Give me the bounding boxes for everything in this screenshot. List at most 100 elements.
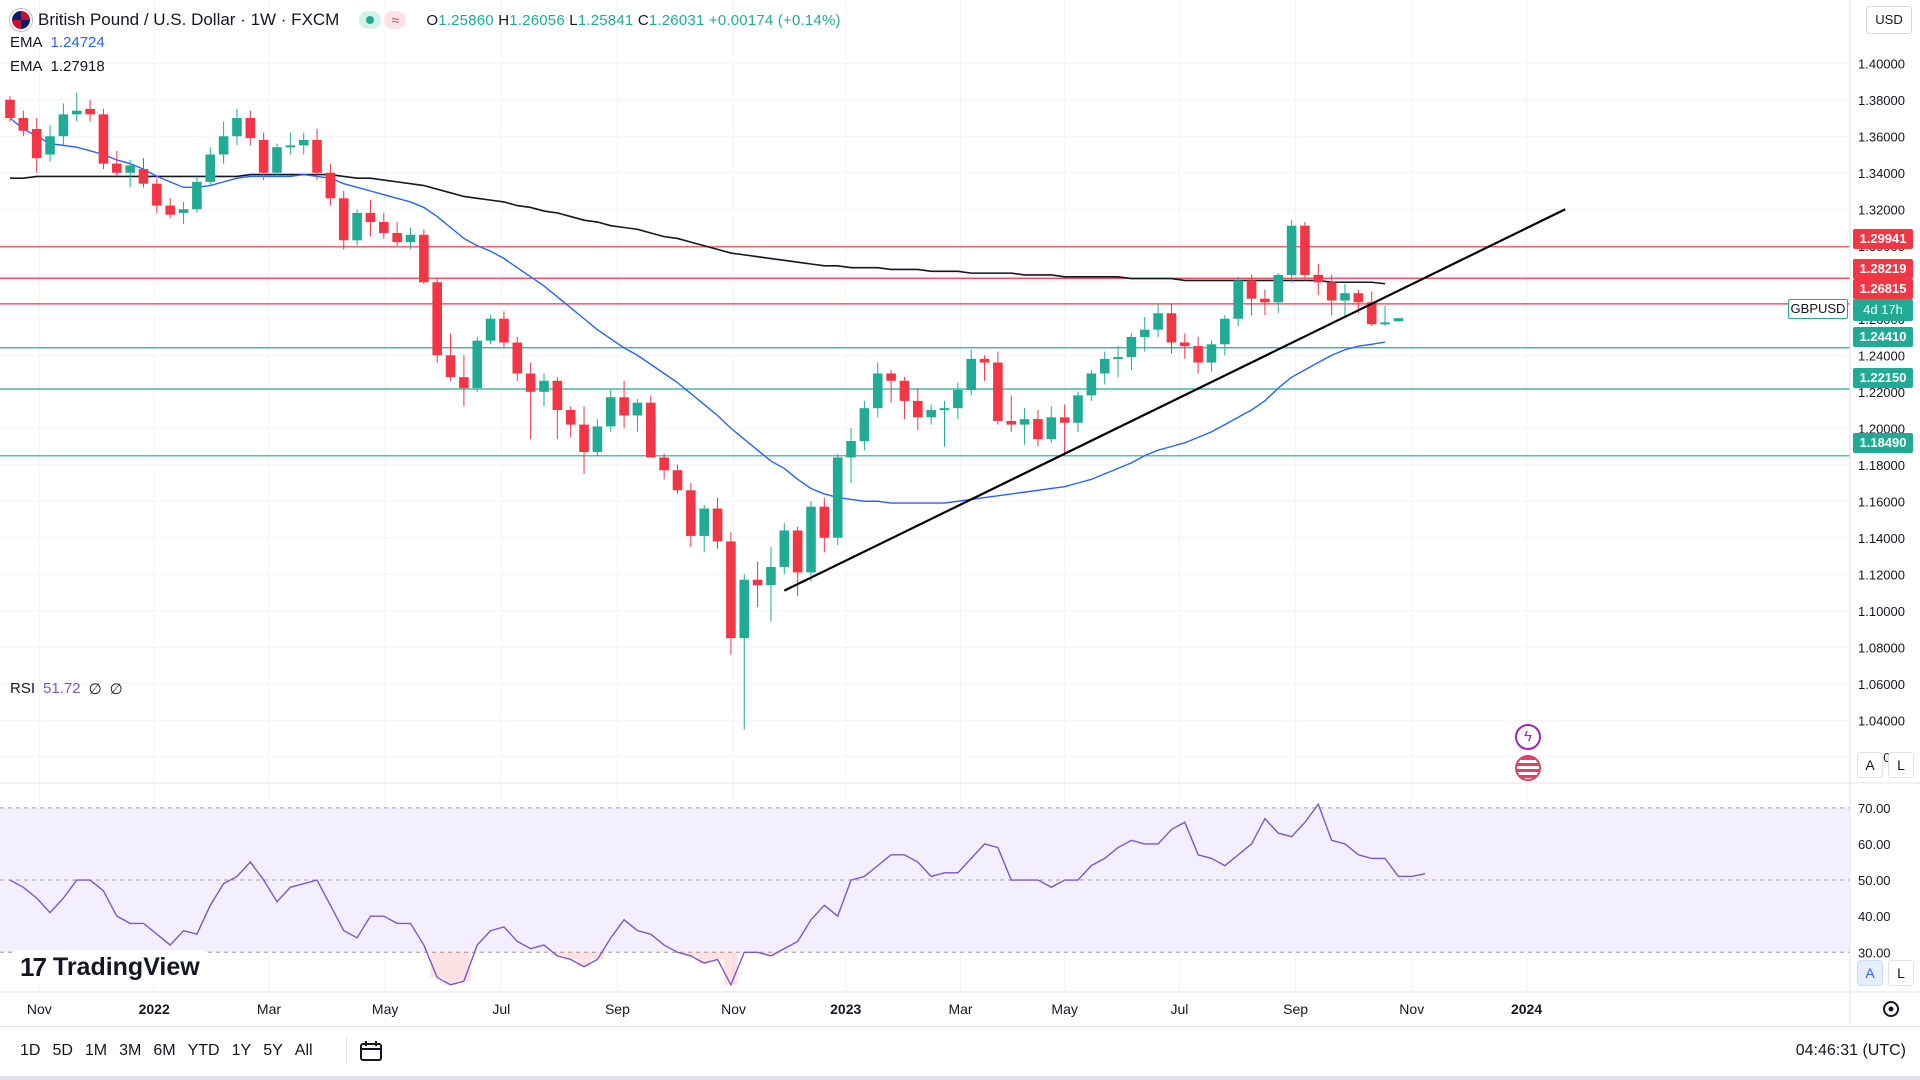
price-chart[interactable]: 1.400001.380001.360001.340001.320001.300… <box>0 0 1920 1026</box>
price-tick-label: 1.12000 <box>1858 567 1905 582</box>
candle-body <box>979 358 990 363</box>
range-button-1m[interactable]: 1M <box>84 1042 108 1059</box>
candle-body <box>45 136 55 155</box>
trendline[interactable] <box>783 208 1566 592</box>
currency-button[interactable]: USD <box>1866 6 1912 34</box>
bearish-candle <box>1260 289 1270 316</box>
resistance-tag-2: 1.28219 <box>1853 259 1913 279</box>
candle-body <box>899 380 910 401</box>
bearish-candle <box>1313 264 1324 296</box>
range-button-1y[interactable]: 1Y <box>231 1042 252 1059</box>
market-status-pill[interactable]: ≈ <box>359 11 407 29</box>
bullish-candle <box>1273 273 1284 314</box>
range-button-ytd[interactable]: YTD <box>187 1042 220 1059</box>
bearish-candle <box>512 337 523 381</box>
ema-slow-line <box>10 173 1386 285</box>
candle-body <box>112 163 122 173</box>
bullish-candle <box>1340 284 1350 317</box>
rsi-tick-label: 40.00 <box>1858 909 1891 924</box>
support-tag-3: 1.18490 <box>1853 433 1913 453</box>
range-button-6m[interactable]: 6M <box>153 1042 176 1059</box>
auto-scale-button[interactable]: A <box>1857 752 1883 778</box>
bullish-candle <box>1286 220 1297 283</box>
bearish-candle <box>659 453 669 480</box>
rsi-legend[interactable]: RSI 51.72 ∅ ∅ <box>10 680 123 698</box>
time-tick-label: Mar <box>257 1001 281 1017</box>
rsi-log-scale-button[interactable]: L <box>1888 960 1914 986</box>
support-resistance-levels <box>0 246 1850 457</box>
range-button-1d[interactable]: 1D <box>20 1042 41 1059</box>
bearish-candle <box>913 388 923 431</box>
candle-body <box>245 118 256 139</box>
bullish-candle <box>218 121 229 164</box>
rsi-label: RSI <box>10 680 36 697</box>
bullish-candle <box>806 501 816 582</box>
log-scale-button[interactable]: L <box>1888 752 1914 778</box>
candle-body <box>1393 318 1404 322</box>
bearish-candle <box>726 532 736 655</box>
candle-body <box>592 426 603 452</box>
rsi-oversold-fill <box>550 952 565 956</box>
us-flag-event-icon[interactable] <box>1515 755 1541 781</box>
ohlc-values: O1.25860 H1.26056 L1.25841 C1.26031 +0.0… <box>426 12 840 29</box>
ema-slow-legend[interactable]: EMA 1.27918 <box>10 58 105 75</box>
bearish-candle <box>312 128 322 181</box>
lightning-event-icon[interactable]: ϟ <box>1515 724 1541 750</box>
candle-body <box>1233 280 1243 319</box>
bullish-candle <box>939 400 950 447</box>
bearish-candle <box>112 150 122 177</box>
high-label: H <box>498 11 510 29</box>
candle-body <box>152 183 162 206</box>
price-tick-label: 1.34000 <box>1858 166 1905 181</box>
bearish-candle <box>672 464 683 494</box>
candle-body <box>258 139 269 173</box>
price-tick-label: 1.22000 <box>1858 385 1905 400</box>
settings-gear-icon[interactable] <box>1880 998 1902 1020</box>
candle-body <box>5 99 15 118</box>
candle-body <box>512 342 523 374</box>
candle-body <box>325 172 336 199</box>
bearish-candle <box>1033 410 1043 447</box>
bullish-candle <box>58 103 69 146</box>
candle-body <box>712 508 723 542</box>
candle-body <box>459 377 469 389</box>
bearish-candle <box>165 198 175 219</box>
candle-body <box>1139 329 1150 337</box>
symbol-title[interactable]: British Pound / U.S. Dollar · 1W · FXCM <box>38 10 340 29</box>
rsi-auto-scale-button[interactable]: A <box>1857 960 1883 986</box>
candle-body <box>913 400 923 418</box>
candle-body <box>1380 322 1390 325</box>
bearish-candle <box>1300 222 1310 281</box>
bearish-candle <box>819 497 830 553</box>
candle-body <box>352 212 362 241</box>
candle-body <box>1099 358 1110 374</box>
candle-body <box>859 408 870 442</box>
candle-body <box>71 110 82 115</box>
utc-clock[interactable]: 04:46:31 (UTC) <box>1795 1042 1906 1059</box>
range-button-3m[interactable]: 3M <box>119 1042 142 1059</box>
low-value: 1.25841 <box>577 11 634 29</box>
range-button-5d[interactable]: 5D <box>52 1042 73 1059</box>
bearish-candle <box>552 377 563 440</box>
candle-body <box>993 362 1003 421</box>
candle-body <box>432 282 442 356</box>
bearish-candle <box>1246 274 1257 316</box>
candle-body <box>686 490 696 536</box>
rsi-tick-label: 70.00 <box>1858 801 1891 816</box>
ema-fast-legend[interactable]: EMA 1.24724 <box>10 34 105 51</box>
time-tick-label: Sep <box>1283 1001 1308 1017</box>
range-button-all[interactable]: All <box>294 1042 313 1059</box>
calendar-goto-icon[interactable] <box>358 1039 384 1063</box>
range-button-5y[interactable]: 5Y <box>263 1042 283 1059</box>
tradingview-logo[interactable]: 17 TradingView <box>14 950 206 985</box>
candle-body <box>1246 280 1257 299</box>
candle-body <box>165 205 175 215</box>
price-tick-label: 1.36000 <box>1858 129 1905 144</box>
rsi-value: 51.72 <box>43 680 81 697</box>
candle-body <box>1353 293 1364 303</box>
candle-body <box>1366 302 1377 325</box>
bearish-candle <box>1059 404 1070 456</box>
candle-body <box>1126 337 1137 358</box>
rsi-tick-label: 30.00 <box>1858 945 1891 960</box>
bullish-candle <box>766 546 776 622</box>
